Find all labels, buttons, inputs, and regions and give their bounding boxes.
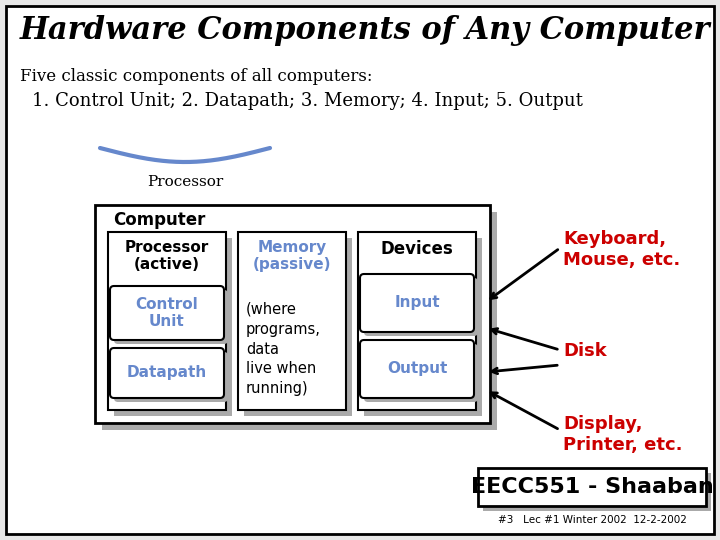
FancyBboxPatch shape xyxy=(360,274,474,332)
Text: Devices: Devices xyxy=(381,240,454,258)
Text: Processor
(active): Processor (active) xyxy=(125,240,209,272)
Bar xyxy=(364,238,482,416)
Text: Computer: Computer xyxy=(113,211,205,229)
Text: Disk: Disk xyxy=(563,342,607,360)
Text: 1. Control Unit; 2. Datapath; 3. Memory; 4. Input; 5. Output: 1. Control Unit; 2. Datapath; 3. Memory;… xyxy=(32,92,583,110)
Text: Output: Output xyxy=(387,361,447,376)
Text: Keyboard,
Mouse, etc.: Keyboard, Mouse, etc. xyxy=(563,230,680,269)
FancyBboxPatch shape xyxy=(364,278,478,336)
FancyBboxPatch shape xyxy=(114,290,228,344)
Text: Processor: Processor xyxy=(147,175,223,189)
Text: Display,
Printer, etc.: Display, Printer, etc. xyxy=(563,415,683,454)
Bar xyxy=(238,232,346,410)
FancyBboxPatch shape xyxy=(364,344,478,402)
Bar xyxy=(114,238,232,416)
Text: Five classic components of all computers:: Five classic components of all computers… xyxy=(20,68,372,85)
Bar xyxy=(358,232,476,410)
Bar xyxy=(95,205,490,423)
FancyBboxPatch shape xyxy=(110,348,224,398)
Text: Control
Unit: Control Unit xyxy=(135,297,199,329)
Bar xyxy=(108,232,226,410)
FancyBboxPatch shape xyxy=(114,352,228,402)
FancyBboxPatch shape xyxy=(110,286,224,340)
Text: Input: Input xyxy=(394,295,440,310)
Bar xyxy=(102,212,497,430)
Text: (where
programs,
data
live when
running): (where programs, data live when running) xyxy=(246,302,321,396)
Bar xyxy=(478,468,706,506)
Bar xyxy=(244,238,352,416)
Text: Hardware Components of Any Computer: Hardware Components of Any Computer xyxy=(20,15,711,46)
Bar xyxy=(483,473,711,511)
Text: Memory
(passive): Memory (passive) xyxy=(253,240,331,272)
Text: EECC551 - Shaaban: EECC551 - Shaaban xyxy=(471,477,714,497)
Text: Datapath: Datapath xyxy=(127,366,207,381)
Text: #3   Lec #1 Winter 2002  12-2-2002: #3 Lec #1 Winter 2002 12-2-2002 xyxy=(498,515,686,525)
FancyBboxPatch shape xyxy=(360,340,474,398)
